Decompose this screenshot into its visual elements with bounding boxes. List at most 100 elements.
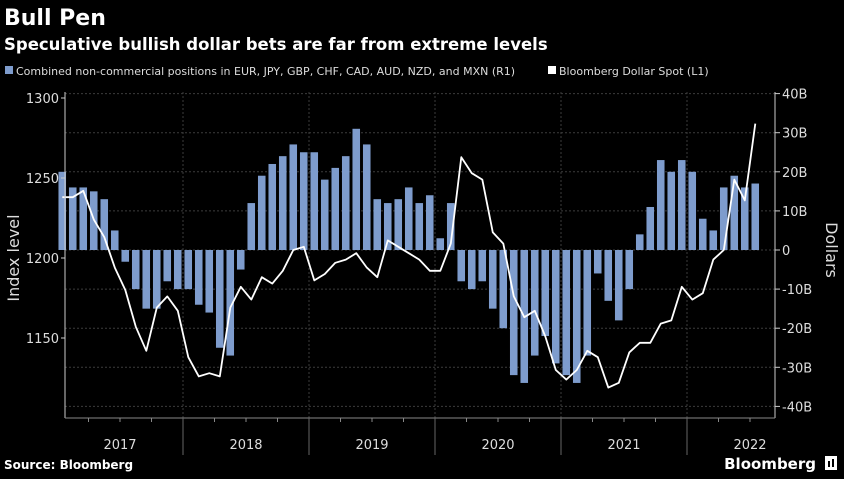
bar bbox=[373, 199, 382, 250]
bar bbox=[572, 250, 581, 383]
x-tick-label: 2017 bbox=[103, 438, 136, 453]
bar bbox=[604, 250, 613, 301]
bar bbox=[226, 250, 235, 356]
bar bbox=[394, 199, 403, 250]
bar bbox=[646, 206, 655, 250]
bar bbox=[457, 250, 466, 282]
bar bbox=[740, 187, 749, 250]
bar bbox=[583, 250, 592, 356]
bar bbox=[709, 230, 718, 250]
bar bbox=[530, 250, 539, 356]
legend-label-dollar-spot: Bloomberg Dollar Spot (L1) bbox=[559, 65, 709, 78]
x-tick-label: 2021 bbox=[607, 438, 640, 453]
bar bbox=[383, 203, 392, 250]
bar bbox=[656, 160, 665, 250]
chart-subtitle: Speculative bullish dollar bets are far … bbox=[4, 35, 548, 54]
bar bbox=[730, 175, 739, 250]
bar bbox=[488, 250, 497, 309]
right-axis-label: Dollars bbox=[822, 222, 841, 278]
bar-series bbox=[58, 128, 760, 383]
x-tick-label: 2019 bbox=[355, 438, 388, 453]
bar bbox=[299, 152, 308, 250]
bar bbox=[436, 238, 445, 250]
bar bbox=[688, 171, 697, 250]
bloomberg-logo: Bloomberg bbox=[724, 455, 816, 473]
bar bbox=[541, 250, 550, 337]
bar bbox=[173, 250, 182, 290]
bar bbox=[100, 199, 109, 250]
right-tick-label: 30B bbox=[782, 127, 807, 142]
left-tick-label: 1150 bbox=[26, 332, 59, 347]
chart-title: Bull Pen bbox=[4, 6, 106, 31]
legend-swatch-positions bbox=[5, 66, 13, 74]
bar bbox=[478, 250, 487, 282]
bar bbox=[415, 203, 424, 250]
right-tick-label: -30B bbox=[782, 361, 812, 376]
bar bbox=[236, 250, 245, 270]
left-tick-label: 1200 bbox=[26, 252, 59, 267]
bar bbox=[268, 163, 277, 250]
line-series bbox=[62, 123, 757, 389]
bar bbox=[404, 187, 413, 250]
right-tick-label: 40B bbox=[782, 88, 807, 103]
left-tick-label: 1300 bbox=[26, 92, 59, 107]
bar bbox=[446, 203, 455, 250]
bar bbox=[625, 250, 634, 290]
bar bbox=[131, 250, 140, 290]
bloomberg-terminal-icon bbox=[825, 456, 837, 470]
bar bbox=[320, 179, 329, 250]
bar bbox=[719, 187, 728, 250]
right-tick-label: 0 bbox=[782, 244, 790, 259]
bar bbox=[205, 250, 214, 313]
bar bbox=[331, 167, 340, 250]
bar bbox=[499, 250, 508, 329]
bar bbox=[310, 152, 319, 250]
bar bbox=[152, 250, 161, 309]
bar bbox=[163, 250, 172, 282]
x-tick-label: 2020 bbox=[481, 438, 514, 453]
bar bbox=[79, 187, 88, 250]
bar bbox=[562, 250, 571, 376]
right-tick-label: 10B bbox=[782, 205, 807, 220]
bar bbox=[352, 128, 361, 250]
bar bbox=[110, 230, 119, 250]
bar bbox=[551, 250, 560, 364]
right-tick-label: 20B bbox=[782, 166, 807, 181]
source-note: Source: Bloomberg bbox=[4, 458, 133, 472]
bar bbox=[194, 250, 203, 305]
right-tick-label: -20B bbox=[782, 322, 812, 337]
bar bbox=[341, 156, 350, 250]
bar bbox=[278, 156, 287, 250]
legend: Combined non-commercial positions in EUR… bbox=[5, 65, 709, 78]
left-axis-label: Index level bbox=[4, 214, 23, 301]
dollar-spot-line bbox=[62, 123, 757, 389]
bar bbox=[121, 250, 130, 262]
x-tick-label: 2022 bbox=[733, 438, 766, 453]
right-tick-label: -10B bbox=[782, 283, 812, 298]
right-tick-label: -40B bbox=[782, 400, 812, 415]
bar bbox=[509, 250, 518, 376]
bar bbox=[593, 250, 602, 274]
legend-swatch-dollar-spot bbox=[548, 66, 556, 74]
bar bbox=[614, 250, 623, 321]
bar bbox=[257, 175, 266, 250]
bar bbox=[698, 218, 707, 250]
bar bbox=[215, 250, 224, 348]
bar bbox=[184, 250, 193, 290]
bar bbox=[58, 171, 67, 250]
bar bbox=[467, 250, 476, 290]
bar bbox=[362, 144, 371, 250]
bar bbox=[142, 250, 151, 309]
bar bbox=[677, 160, 686, 250]
bar bbox=[289, 144, 298, 250]
x-tick-label: 2018 bbox=[229, 438, 262, 453]
axes: 40B 30B 20B 10B 0 -10B -20B -30B -40B 1300 1250 120… bbox=[26, 88, 812, 455]
legend-label-positions: Combined non-commercial positions in EUR… bbox=[16, 65, 515, 78]
bar bbox=[751, 183, 760, 250]
bar bbox=[247, 203, 256, 250]
bar bbox=[68, 187, 77, 250]
bar bbox=[425, 195, 434, 250]
left-tick-label: 1250 bbox=[26, 172, 59, 187]
bar bbox=[667, 171, 676, 250]
